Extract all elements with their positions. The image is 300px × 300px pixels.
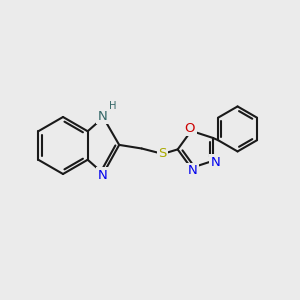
Text: N: N (98, 110, 108, 123)
Text: O: O (185, 122, 195, 135)
Text: N: N (98, 169, 108, 182)
Text: N: N (211, 156, 220, 169)
Text: H: H (109, 101, 117, 111)
Text: S: S (158, 147, 167, 161)
Text: N: N (188, 164, 197, 177)
